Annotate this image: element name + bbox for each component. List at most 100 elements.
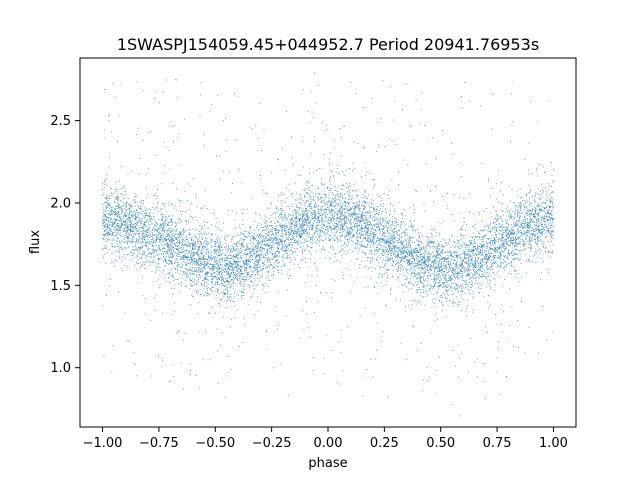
data-point <box>465 254 467 256</box>
data-point <box>234 292 235 294</box>
data-point <box>449 286 451 288</box>
data-point <box>115 226 116 228</box>
data-point <box>512 251 514 253</box>
data-point <box>536 252 538 254</box>
data-point <box>457 377 459 379</box>
data-point <box>153 235 155 237</box>
data-point <box>430 258 432 260</box>
data-point <box>444 261 446 263</box>
data-point <box>218 283 220 285</box>
data-point <box>424 304 426 306</box>
data-point <box>235 140 237 141</box>
data-point <box>330 228 332 230</box>
data-point <box>468 278 470 280</box>
data-point <box>439 233 441 234</box>
data-point <box>333 213 335 215</box>
data-point <box>219 276 221 278</box>
data-point <box>294 238 296 240</box>
data-point <box>272 252 274 254</box>
data-point <box>482 245 484 247</box>
data-point <box>506 235 508 237</box>
data-point <box>328 208 330 210</box>
data-point <box>354 223 356 224</box>
data-point <box>149 247 151 249</box>
data-point <box>286 246 288 248</box>
data-point <box>272 213 274 215</box>
data-point <box>393 228 395 230</box>
data-point <box>494 242 496 244</box>
data-point <box>500 255 502 257</box>
data-point <box>550 212 552 214</box>
data-point <box>269 229 271 231</box>
data-point <box>351 227 353 229</box>
data-point <box>400 227 402 229</box>
data-point <box>502 244 504 246</box>
data-point <box>533 216 535 217</box>
data-point <box>104 234 106 236</box>
data-point <box>352 235 354 237</box>
data-point <box>480 230 482 231</box>
data-point <box>249 227 251 229</box>
data-point <box>188 269 189 271</box>
data-point <box>110 213 112 215</box>
data-point <box>191 239 193 241</box>
data-point <box>119 215 120 217</box>
data-point <box>440 275 442 277</box>
data-point <box>452 267 453 269</box>
data-point <box>489 286 491 288</box>
data-point <box>378 229 380 231</box>
data-point <box>228 268 230 269</box>
data-point <box>476 273 478 275</box>
data-point <box>471 257 473 259</box>
data-point <box>531 213 533 215</box>
data-point <box>341 234 343 236</box>
data-point <box>214 285 216 287</box>
data-point <box>473 278 475 280</box>
data-point <box>425 264 427 266</box>
data-point <box>215 266 216 268</box>
data-point <box>460 269 461 271</box>
data-point <box>474 265 476 267</box>
data-point <box>197 263 199 265</box>
data-point <box>403 251 405 253</box>
data-point <box>527 235 529 237</box>
data-point <box>539 194 541 196</box>
data-point <box>140 212 142 214</box>
data-point <box>344 246 346 248</box>
data-point <box>466 270 468 272</box>
data-point <box>387 253 389 255</box>
data-point <box>137 217 139 219</box>
data-point <box>540 249 542 251</box>
data-point <box>256 235 258 237</box>
data-point <box>236 293 238 295</box>
data-point <box>300 193 302 195</box>
data-point <box>373 243 375 245</box>
data-point <box>349 219 351 221</box>
data-point <box>541 228 543 230</box>
data-point <box>301 140 303 142</box>
data-point <box>531 203 533 205</box>
data-point <box>137 249 139 251</box>
data-point <box>335 201 337 203</box>
data-point <box>209 294 211 296</box>
data-point <box>512 239 514 241</box>
data-point <box>156 267 158 269</box>
data-point <box>280 226 282 228</box>
data-point <box>167 224 169 226</box>
data-point <box>350 228 352 230</box>
data-point <box>281 230 283 232</box>
data-point <box>365 215 367 217</box>
data-point <box>418 236 420 238</box>
data-point <box>176 278 178 280</box>
data-point <box>140 256 142 258</box>
data-point <box>154 224 156 225</box>
data-point <box>284 263 286 265</box>
data-point <box>440 278 442 279</box>
data-point <box>193 272 194 274</box>
data-point <box>167 243 169 244</box>
data-point <box>498 170 500 172</box>
data-point <box>358 210 360 212</box>
data-point <box>244 236 246 238</box>
data-point <box>331 229 333 231</box>
data-point <box>120 230 122 231</box>
